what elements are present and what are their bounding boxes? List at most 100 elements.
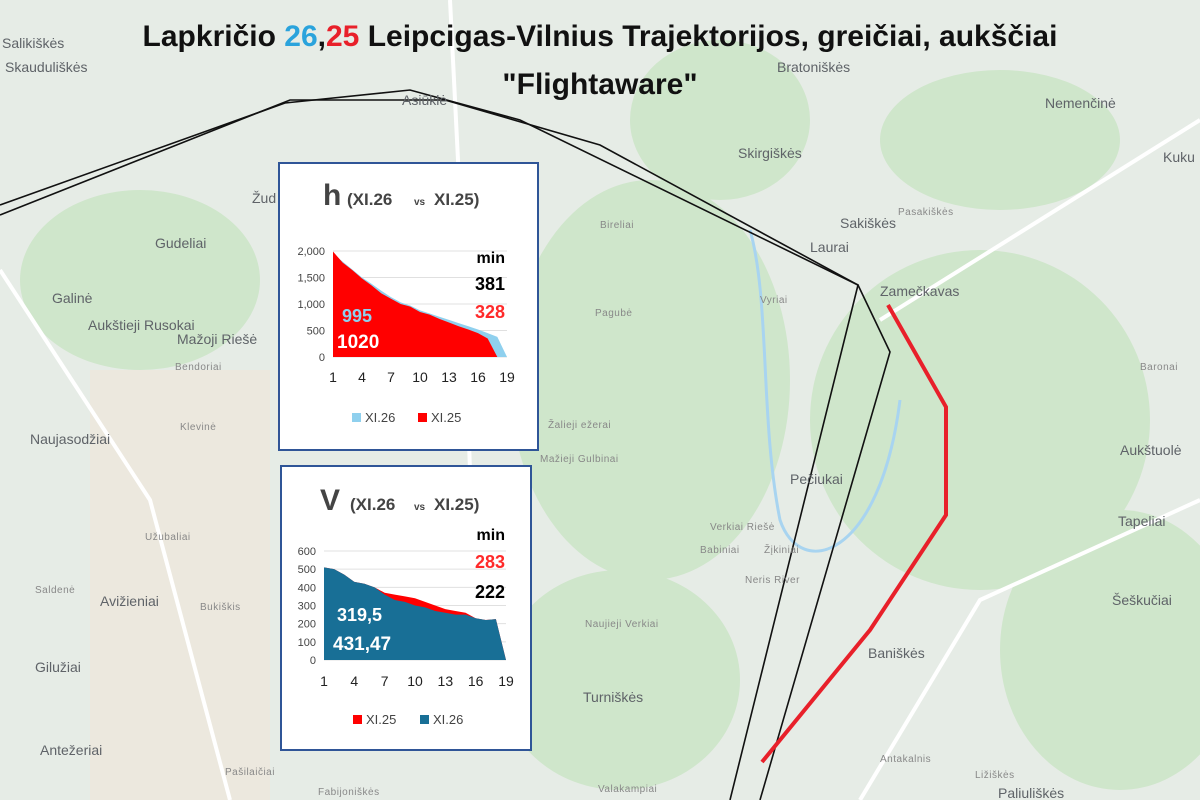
x-tick-label: 4 [350, 673, 358, 689]
map-label: Asiūklė [402, 92, 447, 108]
map-label: Žalieji ežerai [548, 418, 611, 431]
title-line1: Lapkričio 26,25 Leipcigas-Vilnius Trajek… [0, 20, 1200, 54]
tracks [0, 89, 891, 800]
map-label: Sakiškės [840, 215, 896, 231]
map-label: Ližiškės [975, 770, 1015, 781]
map-label: Pasakiškės [898, 207, 954, 218]
x-tick-label: 16 [468, 673, 484, 689]
map-label: Šeškučiai [1112, 592, 1172, 608]
map-label: Mažieji Gulbinai [540, 454, 619, 465]
chart-subtitle: vs [414, 502, 426, 513]
map-label: Žud [252, 190, 276, 206]
annotation: 1020 [337, 332, 379, 353]
y-tick-label: 600 [298, 546, 316, 558]
y-tick-label: 0 [310, 655, 316, 667]
x-tick-label: 16 [470, 369, 486, 385]
map-label: Užubaliai [145, 532, 191, 543]
chart-title: h [323, 179, 341, 212]
area [333, 251, 498, 357]
x-tick-label: 19 [498, 673, 514, 689]
x-tick-label: 1 [329, 369, 337, 385]
title-part: Lapkričio [142, 20, 285, 53]
y-tick-label: 0 [319, 352, 325, 364]
map-label: Baronai [1140, 362, 1178, 373]
map-label: Bukiškis [200, 602, 241, 613]
annotation: min [477, 527, 505, 544]
legend-swatch [353, 715, 362, 724]
map-labels: Salikiškės Skauduliškės Asiūklė Bratoniš… [2, 35, 1195, 800]
y-tick-label: 1,000 [297, 299, 325, 311]
chart-subtitle: XI.25) [434, 190, 479, 209]
area [324, 567, 506, 660]
map-label: Bendoriai [175, 362, 222, 373]
x-tick-label: 19 [499, 369, 515, 385]
legend-label: XI.25 [366, 712, 396, 727]
title-part: 25 [325, 20, 360, 53]
chart-subtitle: XI.25) [434, 495, 479, 514]
map-label: Galinė [52, 290, 93, 306]
map-label: Baniškės [868, 645, 925, 661]
annotation: 995 [342, 306, 372, 326]
annotation: 431,47 [333, 634, 391, 655]
map-label: Nemenčinė [1045, 95, 1116, 111]
map-label: Saldenė [35, 585, 75, 596]
map-label: Bratoniškės [777, 59, 850, 75]
chart: h (XI.26 vs XI.25) 0 500 1,000 1,500 2,000 1 4 7 10 1… [278, 162, 539, 451]
y-tick-label: 2,000 [297, 246, 325, 258]
map-label: Antakalnis [880, 754, 931, 765]
legend-swatch [352, 413, 361, 422]
map-label: Naujasodžiai [30, 431, 110, 447]
map-label: Skauduliškės [5, 59, 88, 75]
legend-label: XI.26 [365, 410, 395, 425]
map-label: Antežeriai [40, 742, 102, 758]
map-label: Gudeliai [155, 235, 206, 251]
annotation: 328 [475, 302, 505, 322]
track-red [760, 304, 948, 764]
chart-subtitle: vs [414, 197, 426, 208]
x-tick-label: 7 [387, 369, 395, 385]
y-tick-label: 300 [298, 601, 316, 613]
map-label: Naujieji Verkiai [585, 619, 659, 630]
map-label: Gilužiai [35, 659, 81, 675]
legend-swatch [420, 715, 429, 724]
map-label: Pagubė [595, 308, 632, 319]
map-label: Paliuliškės [998, 785, 1064, 800]
annotation: 222 [475, 582, 505, 602]
annotation: min [477, 250, 505, 267]
map-label: Skirgiškės [738, 145, 802, 161]
y-tick-label: 500 [307, 326, 325, 338]
forest [20, 40, 1200, 790]
map-label: Laurai [810, 239, 849, 255]
chart-title: V [320, 484, 340, 517]
annotation: 381 [475, 274, 505, 294]
map-label: Pašilaičiai [225, 767, 275, 778]
legend-label: XI.26 [433, 712, 463, 727]
city [90, 370, 270, 800]
annotation: 319,5 [337, 605, 382, 625]
y-tick-label: 500 [298, 564, 316, 576]
chart-subtitle: (XI.26 [347, 190, 392, 209]
map-label: Tapeliai [1118, 513, 1165, 529]
y-tick-label: 1,500 [297, 273, 325, 285]
map-label: Verkiai Riešė [710, 522, 775, 533]
x-tick-label: 10 [412, 369, 428, 385]
map-label: Mažoji Riešė [177, 331, 257, 347]
map-label: Aukštieji Rusokai [88, 317, 195, 333]
legend-label: XI.25 [431, 410, 461, 425]
y-tick-label: 400 [298, 582, 316, 594]
map-label: Valakampiai [598, 784, 657, 795]
map-label: Zamečkavas [880, 283, 959, 299]
chart-subtitle: (XI.26 [350, 495, 395, 514]
x-tick-label: 13 [438, 673, 454, 689]
map-label: Avižieniai [100, 593, 159, 609]
title-part: Leipcigas-Vilnius Trajektorijos, greičia… [359, 20, 1058, 53]
map-label: Bireliai [600, 220, 634, 231]
legend-swatch [418, 413, 427, 422]
x-tick-label: 1 [320, 673, 328, 689]
map-label: Turniškės [583, 689, 643, 705]
x-tick-label: 13 [441, 369, 457, 385]
map-label: Kuku [1163, 149, 1195, 165]
